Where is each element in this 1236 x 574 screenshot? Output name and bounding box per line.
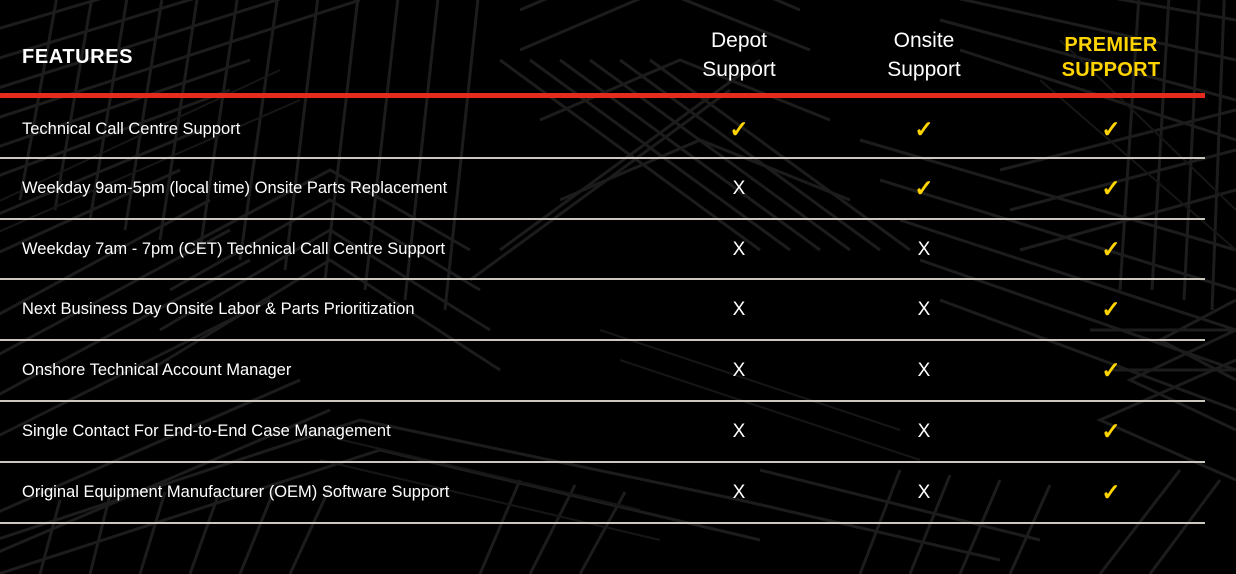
- cross-icon: X: [732, 178, 746, 199]
- feature-label: Onshore Technical Account Manager: [22, 361, 292, 379]
- cross-icon: X: [732, 239, 746, 260]
- cross-icon: X: [917, 299, 931, 320]
- cross-icon: X: [732, 421, 746, 442]
- table-row: Next Business Day Onsite Labor & Parts P…: [0, 280, 1236, 339]
- features-column-header: FEATURES: [22, 46, 134, 68]
- check-icon: ✓: [729, 116, 749, 142]
- table-row: Onshore Technical Account Manager X X ✓: [0, 341, 1236, 400]
- feature-label: Weekday 9am-5pm (local time) Onsite Part…: [22, 179, 448, 197]
- column-header-onsite-line1: Onsite: [893, 29, 955, 52]
- feature-label: Weekday 7am - 7pm (CET) Technical Call C…: [22, 240, 446, 258]
- row-divider: [0, 339, 1205, 341]
- table-row: Original Equipment Manufacturer (OEM) So…: [0, 463, 1236, 522]
- table-row: Weekday 7am - 7pm (CET) Technical Call C…: [0, 220, 1236, 279]
- row-divider: [0, 522, 1205, 524]
- check-icon: ✓: [1101, 479, 1121, 505]
- check-icon: ✓: [1101, 418, 1121, 444]
- column-header-depot-line1: Depot: [710, 29, 768, 52]
- table-row: Technical Call Centre Support ✓ ✓ ✓: [0, 100, 1236, 159]
- check-icon: ✓: [914, 116, 934, 142]
- column-header-onsite: Onsite Support: [829, 26, 1019, 84]
- table-row: Single Contact For End-to-End Case Manag…: [0, 402, 1236, 461]
- table-header: FEATURES Depot Support Onsite Support PR…: [0, 0, 1236, 96]
- check-icon: ✓: [1101, 236, 1121, 262]
- row-divider: [0, 461, 1205, 463]
- cross-icon: X: [732, 360, 746, 381]
- feature-label: Technical Call Centre Support: [22, 120, 241, 138]
- column-header-premier-line1: PREMIER: [1064, 34, 1158, 56]
- row-divider: [0, 218, 1205, 220]
- table-row: Weekday 9am-5pm (local time) Onsite Part…: [0, 159, 1236, 218]
- check-icon: ✓: [1101, 357, 1121, 383]
- cross-icon: X: [917, 239, 931, 260]
- cross-icon: X: [732, 299, 746, 320]
- row-divider: [0, 157, 1205, 159]
- cross-icon: X: [917, 360, 931, 381]
- header-accent-rule: [0, 93, 1205, 98]
- check-icon: ✓: [914, 175, 934, 201]
- cross-icon: X: [917, 421, 931, 442]
- row-divider: [0, 278, 1205, 280]
- check-icon: ✓: [1101, 175, 1121, 201]
- column-header-premier-line2: SUPPORT: [1061, 59, 1161, 81]
- feature-label: Single Contact For End-to-End Case Manag…: [22, 422, 391, 440]
- column-header-premier: PREMIER SUPPORT: [1016, 33, 1206, 83]
- check-icon: ✓: [1101, 116, 1121, 142]
- check-icon: ✓: [1101, 296, 1121, 322]
- feature-label: Next Business Day Onsite Labor & Parts P…: [22, 300, 415, 318]
- column-header-depot: Depot Support: [644, 26, 834, 84]
- cross-icon: X: [917, 482, 931, 503]
- feature-label: Original Equipment Manufacturer (OEM) So…: [22, 483, 450, 501]
- cross-icon: X: [732, 482, 746, 503]
- column-header-onsite-line2: Support: [887, 58, 961, 81]
- row-divider: [0, 400, 1205, 402]
- column-header-depot-line2: Support: [702, 58, 776, 81]
